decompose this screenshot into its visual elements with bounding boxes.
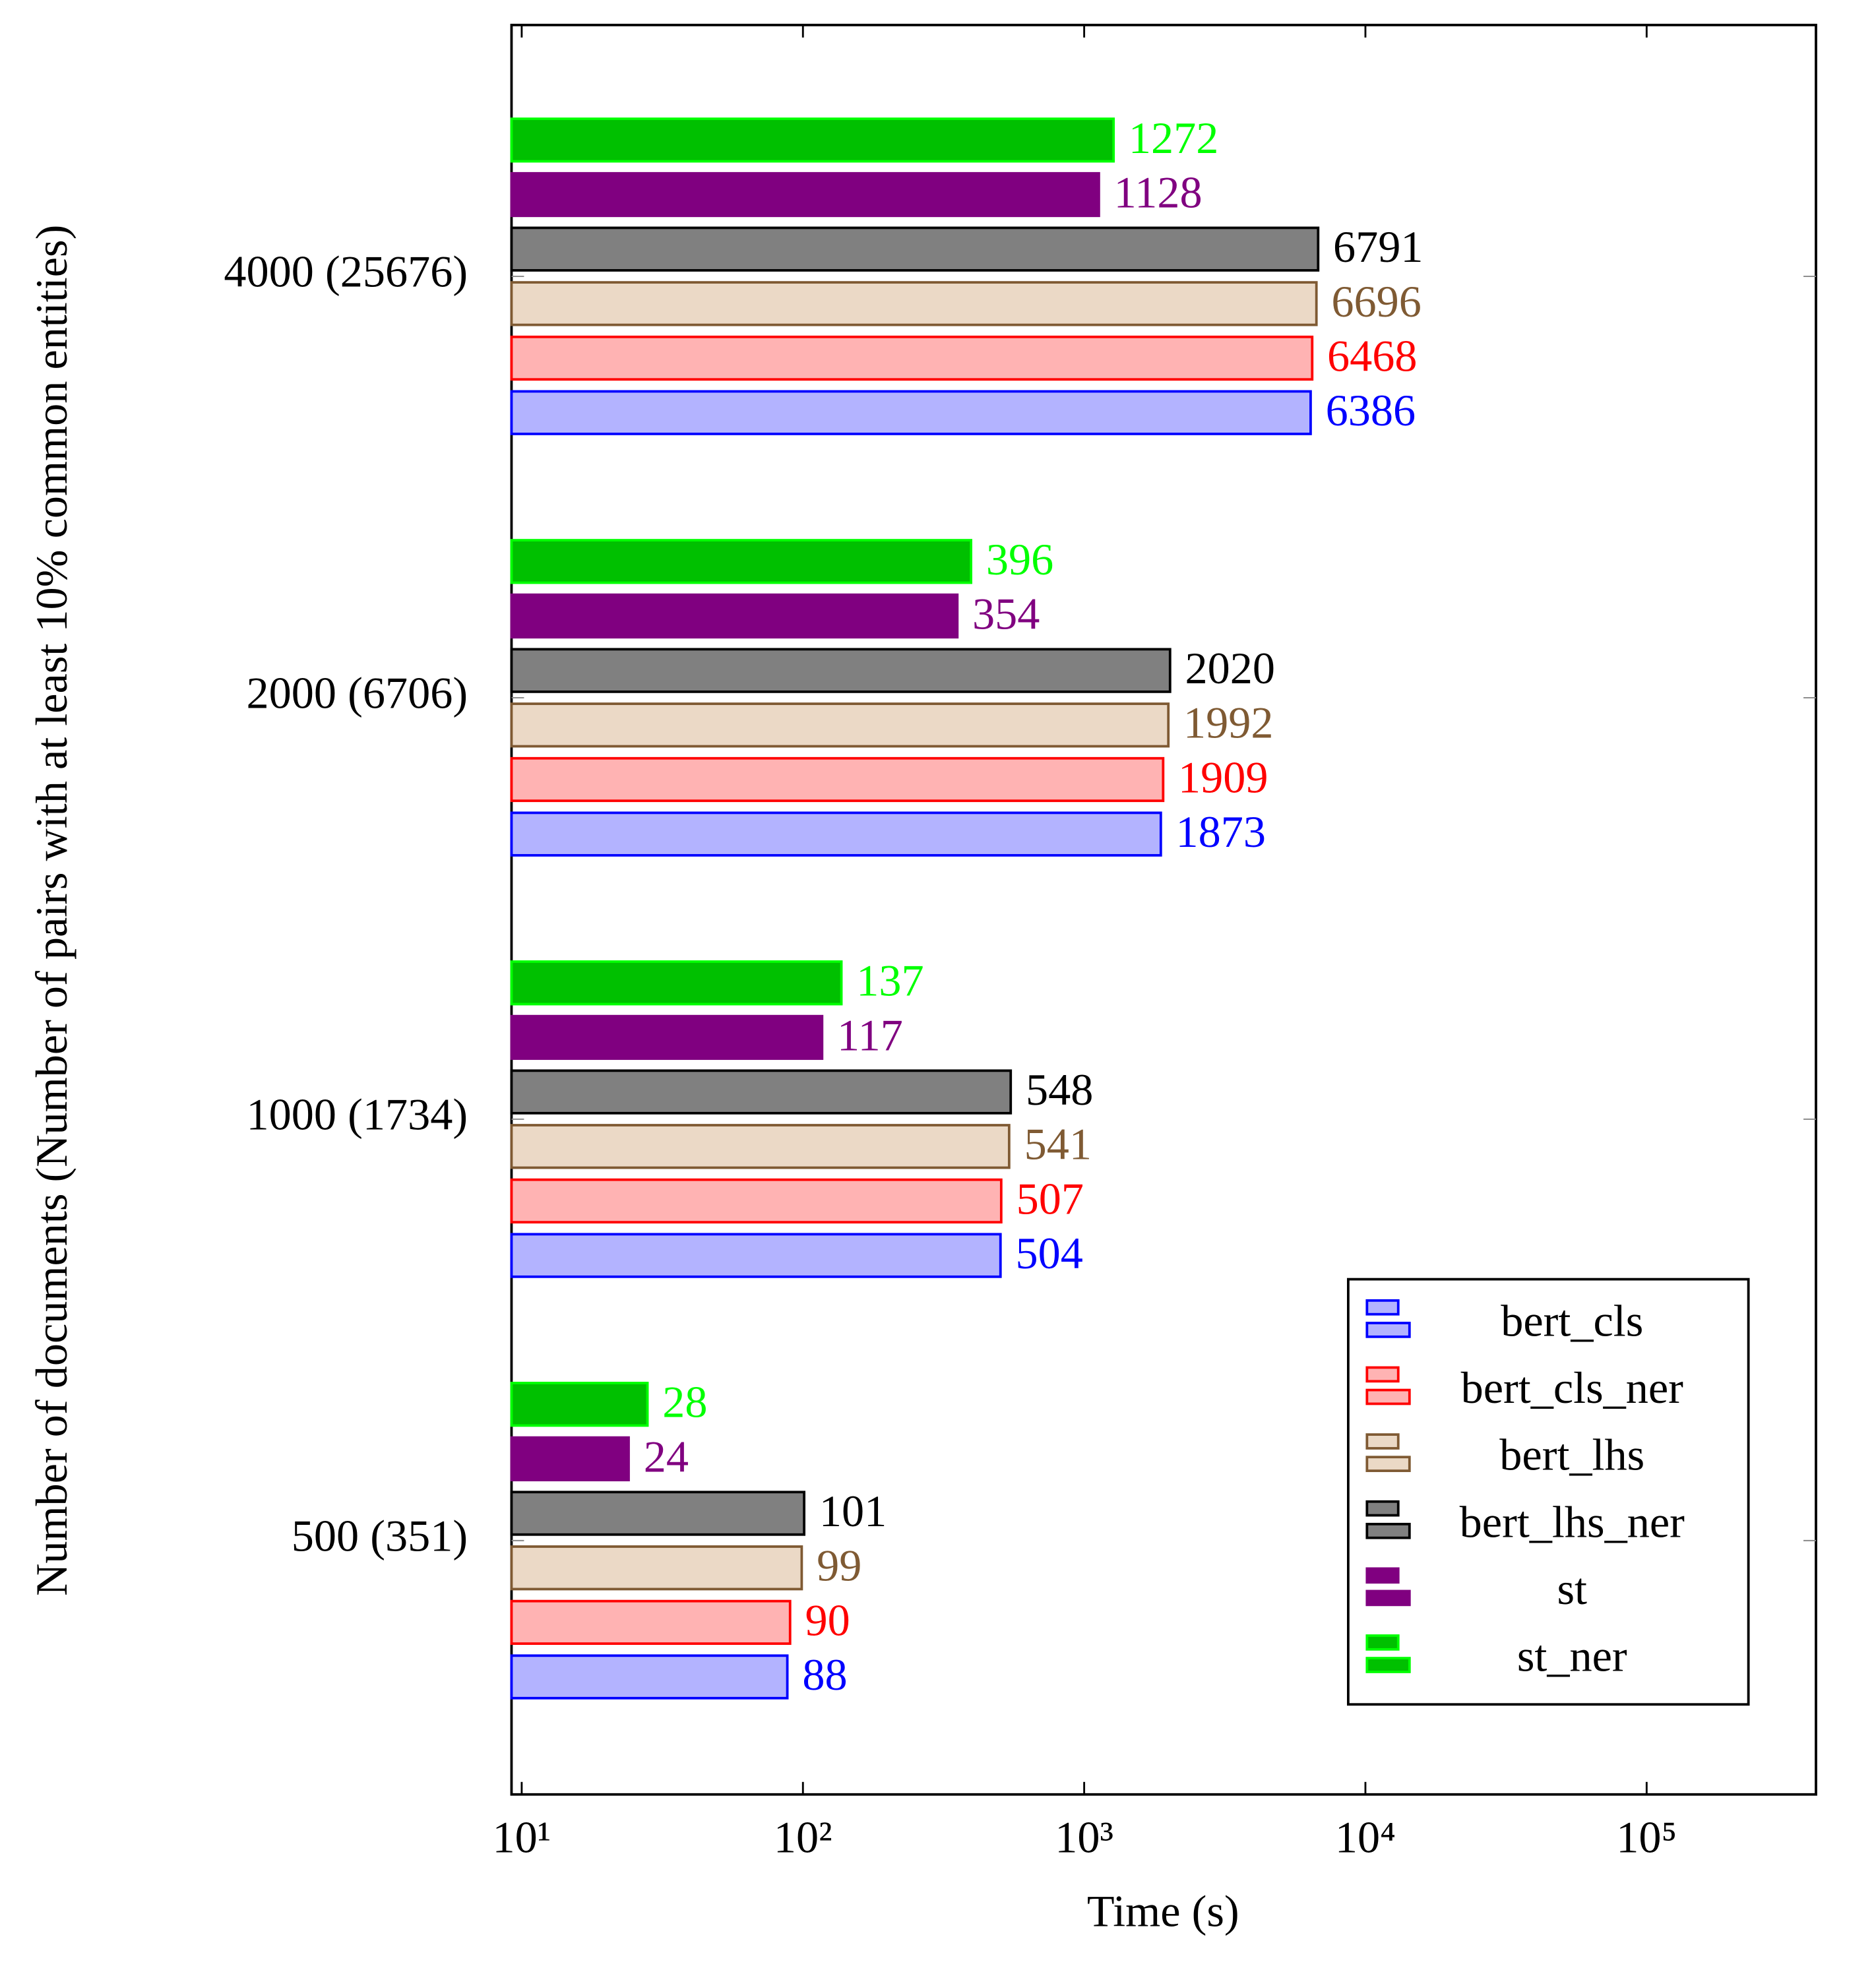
bar	[510, 1014, 824, 1061]
legend-swatch	[1365, 1433, 1400, 1450]
y-axis-label: Number of documents (Number of pairs wit…	[26, 225, 77, 1596]
value-label: 396	[986, 534, 1053, 584]
value-label: 1128	[1114, 167, 1203, 217]
bar	[510, 390, 1312, 435]
bar	[510, 960, 843, 1006]
legend-swatch	[1365, 1456, 1411, 1472]
bar	[510, 756, 1165, 803]
y-tick-label: 2000 (6706)	[247, 668, 468, 718]
value-label: 548	[1026, 1064, 1093, 1115]
bar	[510, 1545, 803, 1591]
bar	[510, 1178, 1003, 1224]
legend-label: bert_cls	[1501, 1295, 1643, 1345]
bar	[510, 1233, 1002, 1278]
bar	[510, 1382, 649, 1427]
y-tick-label: 4000 (25676)	[224, 247, 468, 297]
legend-swatch	[1365, 1657, 1411, 1673]
legend-label: st	[1557, 1564, 1588, 1614]
legend-swatch	[1365, 1388, 1411, 1405]
x-tick-label: 10³	[1055, 1812, 1113, 1862]
value-label: 88	[802, 1649, 847, 1700]
value-label: 6696	[1331, 276, 1421, 326]
x-tick-label: 10¹	[493, 1812, 551, 1862]
legend-swatch	[1365, 1589, 1411, 1607]
x-tick-label: 10⁴	[1335, 1812, 1396, 1862]
bar	[510, 811, 1162, 857]
value-label: 101	[819, 1486, 887, 1536]
legend-swatch	[1365, 1500, 1400, 1517]
bar	[510, 539, 972, 584]
value-label: 6791	[1333, 222, 1423, 272]
bar	[510, 1069, 1013, 1115]
bar	[510, 117, 1115, 163]
x-tick-label: 10²	[774, 1812, 832, 1862]
bar	[510, 702, 1170, 748]
bar	[510, 281, 1318, 326]
bar	[510, 1491, 805, 1536]
bar	[510, 1599, 792, 1646]
bar	[510, 1124, 1011, 1169]
legend-swatch	[1365, 1567, 1400, 1584]
y-tick-label: 500 (351)	[292, 1511, 468, 1561]
legend-swatch	[1365, 1634, 1400, 1651]
legend-swatch	[1365, 1322, 1411, 1338]
legend-label: bert_lhs_ner	[1460, 1496, 1685, 1547]
value-label: 507	[1016, 1173, 1084, 1223]
legend-label: bert_lhs	[1499, 1430, 1644, 1480]
legend-swatch	[1365, 1522, 1411, 1539]
value-label: 1272	[1129, 113, 1219, 163]
value-label: 2020	[1185, 643, 1275, 693]
bar	[510, 171, 1100, 218]
value-label: 117	[837, 1010, 903, 1060]
value-label: 90	[805, 1595, 850, 1645]
value-label: 354	[972, 588, 1040, 638]
bar	[510, 1436, 630, 1482]
value-label: 1909	[1178, 752, 1268, 802]
bar	[510, 648, 1172, 693]
bar	[510, 226, 1320, 272]
value-label: 1873	[1176, 807, 1266, 857]
bar	[510, 335, 1314, 381]
legend-swatch	[1365, 1366, 1400, 1383]
value-label: 1992	[1183, 698, 1274, 748]
legend-label: st_ner	[1517, 1631, 1627, 1681]
value-label: 6468	[1327, 330, 1418, 381]
y-tick-label: 1000 (1734)	[247, 1090, 468, 1140]
value-label: 99	[817, 1541, 861, 1591]
bar	[510, 1654, 789, 1700]
bar	[510, 593, 959, 639]
x-tick-label: 10⁵	[1616, 1812, 1677, 1862]
x-axis-label: Time (s)	[1087, 1886, 1239, 1936]
value-label: 541	[1024, 1119, 1092, 1169]
plot-frame	[510, 24, 1817, 1796]
value-label: 6386	[1326, 385, 1416, 435]
value-label: 504	[1015, 1228, 1082, 1278]
value-label: 24	[644, 1431, 689, 1481]
value-label: 28	[662, 1377, 707, 1427]
value-label: 137	[856, 956, 923, 1006]
legend-swatch	[1365, 1299, 1400, 1316]
legend-label: bert_cls_ner	[1461, 1363, 1684, 1413]
legend-box	[1346, 1278, 1750, 1706]
